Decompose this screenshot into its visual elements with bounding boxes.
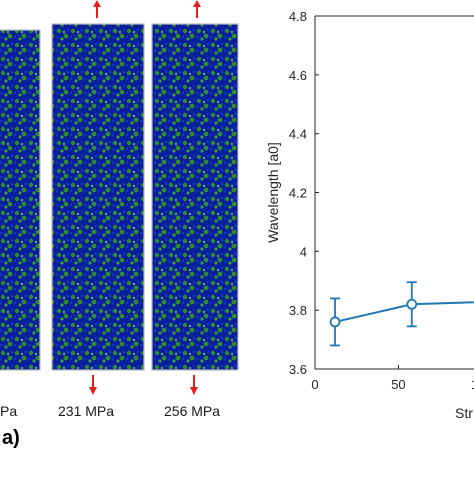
y-tick-label: 4.6 [289,68,307,83]
x-tick-label: 0 [311,377,318,392]
atomistic-slab-1 [0,29,41,371]
chart-series [329,281,474,347]
load-arrow-bottom-1 [89,375,97,395]
series-line [334,301,474,323]
stress-label-2: 231 MPa [58,403,115,419]
x-tick-label: 50 [391,377,405,392]
y-tick-label: 4.8 [289,9,307,24]
x-tick-label: 100 [471,377,474,392]
load-arrow-bottom-2 [190,375,198,395]
y-tick-label: 4.2 [289,186,307,201]
data-point [329,316,341,328]
stress-label-1: Pa [0,403,18,419]
x-axis-label: Str [455,405,473,421]
panel-label: a) [2,427,20,449]
chart-axes: 3.6 3.8 4 4.2 4.4 4.6 4.8 0 50 100 Wavelength [a0]… [265,9,474,421]
y-tick-label: 4.4 [289,127,307,142]
data-point [406,298,418,310]
y-tick-label: 4 [300,244,307,259]
load-arrow-top-2 [193,0,201,18]
y-tick-label: 3.6 [289,362,307,377]
y-axis-label: Wavelength [a0] [265,142,281,243]
atomistic-slab-2 [51,23,145,371]
stress-label-3: 256 MPa [164,403,221,419]
load-arrow-top-1 [93,0,101,18]
y-tick-label: 3.8 [289,303,307,318]
atomistic-slab-3 [151,23,239,371]
